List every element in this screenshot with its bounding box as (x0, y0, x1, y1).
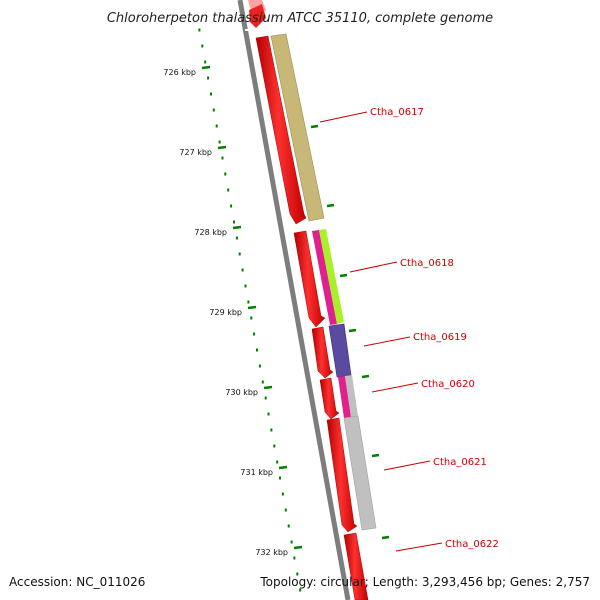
gene-labels: Ctha_0617 Ctha_0618 Ctha_0619 Ctha_0620 Ctha… (319, 107, 499, 552)
kbp-label: 732 kbp (255, 548, 288, 557)
kbp-label: 729 kbp (209, 308, 242, 317)
gene-label[interactable]: Ctha_0622 (445, 539, 499, 550)
kbp-tick (293, 545, 303, 550)
feature-block-purple[interactable] (328, 323, 352, 378)
scale-dot (261, 380, 264, 384)
scale-dot (267, 412, 270, 416)
track-tick (371, 453, 380, 458)
scale-dot (253, 332, 256, 336)
scale-dot (227, 188, 230, 192)
scale-dot (270, 428, 273, 432)
scale-dot (207, 76, 210, 80)
feature-block-magenta-2[interactable] (338, 376, 351, 418)
scale-dot (221, 156, 224, 160)
kbp-tick (263, 385, 273, 390)
scale-dot (258, 364, 261, 368)
scale-dots (198, 28, 302, 592)
scale-dot (198, 28, 201, 32)
scale-dot (210, 92, 212, 96)
info-text: Topology: circular; Length: 3,293,456 bp… (259, 575, 590, 589)
scale-dot (212, 108, 215, 112)
gene-label[interactable]: Ctha_0620 (421, 379, 475, 390)
gene-label-leader (363, 336, 411, 347)
feature-block-lime[interactable] (319, 229, 344, 324)
map-title: Chloroherpeton thalassium ATCC 35110, co… (107, 11, 493, 26)
gene-label[interactable]: Ctha_0617 (370, 107, 424, 118)
gene-label[interactable]: Ctha_0621 (433, 457, 487, 468)
scale-ticks: 726 kbp 727 kbp 728 kbp 729 kbp 730 kbp 731 k… (163, 65, 390, 557)
feature-block-gray-small[interactable] (345, 375, 358, 417)
track-tick (348, 328, 357, 333)
scale-dot (201, 44, 204, 48)
scale-dot (279, 476, 281, 480)
feature-block-gray[interactable] (343, 415, 377, 531)
scale-dot (273, 444, 276, 448)
kbp-label: 728 kbp (194, 228, 227, 237)
gene-label-leader (319, 111, 368, 123)
scale-dot (281, 492, 284, 496)
kbp-tick (217, 145, 227, 150)
scale-dot (204, 60, 207, 64)
gene-label-leader (395, 542, 443, 552)
gene-label-leader (371, 382, 419, 393)
scale-dot (215, 124, 218, 128)
track-tick (310, 124, 319, 129)
scale-dot (287, 524, 290, 528)
kbp-tick (247, 305, 257, 310)
scale-dot (293, 556, 296, 560)
scale-dot (241, 268, 244, 272)
scale-dot (299, 588, 302, 592)
track-tick (381, 535, 390, 540)
track-tick (339, 273, 348, 278)
kbp-tick (201, 65, 211, 70)
gene-label[interactable]: Ctha_0618 (400, 258, 454, 269)
kbp-label: 726 kbp (163, 68, 196, 77)
sequence-backbone (237, 0, 351, 600)
scale-dot (230, 204, 233, 208)
cds-arrow-partial-top[interactable] (249, 4, 266, 28)
kbp-label: 727 kbp (179, 148, 212, 157)
scale-dot (284, 508, 287, 512)
scale-dot (244, 284, 247, 288)
scale-dot (247, 300, 250, 304)
feature-block-magenta-1[interactable] (312, 230, 337, 325)
cds-arrow-ctha-0621[interactable] (326, 417, 358, 533)
scale-dot (250, 316, 253, 320)
accession-text: Accession: NC_011026 (9, 575, 145, 589)
scale-dot (224, 172, 227, 176)
track-tick (326, 203, 335, 208)
feature-block-tan[interactable] (270, 33, 325, 222)
gene-label-leader (349, 261, 398, 273)
kbp-label: 730 kbp (225, 388, 258, 397)
scale-dot (238, 252, 241, 256)
cds-arrow-ctha-0618[interactable] (293, 230, 326, 328)
kbp-label: 731 kbp (240, 468, 273, 477)
gene-label[interactable]: Ctha_0619 (413, 332, 467, 343)
cds-arrow-ctha-0619[interactable] (311, 326, 334, 379)
cds-arrow-ctha-0622[interactable] (343, 532, 369, 600)
gene-label-leader (383, 460, 431, 471)
scale-dot (264, 396, 267, 400)
cds-arrow-ctha-0617[interactable] (255, 35, 307, 225)
scale-dot (290, 540, 293, 544)
track-tick (361, 374, 370, 379)
cds-arrow-ctha-0620[interactable] (319, 377, 340, 420)
kbp-tick (278, 465, 288, 470)
scale-dot (235, 236, 238, 240)
scale-dot (276, 460, 279, 464)
scale-dot (218, 140, 221, 144)
scale-dot (233, 220, 235, 224)
kbp-tick (232, 225, 242, 230)
scale-dot (256, 348, 258, 352)
scale-dot (296, 572, 299, 576)
